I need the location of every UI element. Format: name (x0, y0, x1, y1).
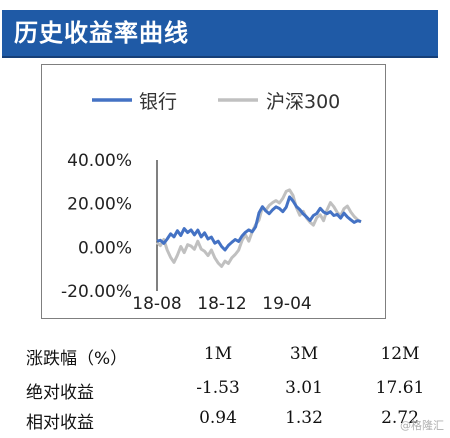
row-label-absolute: 绝对收益 (26, 383, 94, 403)
cell-relative-1m: 0.94 (199, 408, 237, 428)
chart-title: 历史收益率曲线 (14, 18, 189, 47)
row-label-relative: 相对收益 (26, 413, 94, 433)
watermark: @格隆汇 (400, 419, 444, 432)
x-tick-label: 18-08 (132, 294, 181, 314)
header-cell-change: 涨跌幅（%） (26, 349, 128, 369)
y-tick-label: 40.00% (67, 151, 132, 171)
legend-label-hs300: 沪深300 (266, 91, 340, 113)
header-cell-1m: 1M (203, 344, 233, 364)
series-line-hs300 (155, 188, 362, 268)
cell-absolute-1m: -1.53 (196, 378, 240, 398)
title-underline (2, 56, 438, 58)
y-tick-label: 20.00% (67, 195, 132, 215)
chart-frame (41, 64, 386, 319)
y-tick-labels: 40.00% 20.00% 0.00% -20.00% (61, 151, 132, 302)
cell-relative-12m: 2.72 (381, 408, 419, 428)
header-cell-12m: 12M (380, 344, 420, 364)
chart-title-banner: 历史收益率曲线 (2, 10, 438, 56)
table-header-row: 涨跌幅（%） 1M 3M 12M (0, 344, 450, 374)
table-row: 绝对收益 -1.53 3.01 17.61 (0, 378, 450, 408)
cell-absolute-3m: 3.01 (285, 378, 323, 398)
cell-relative-3m: 1.32 (285, 408, 323, 428)
y-tick-label: -20.00% (61, 282, 132, 302)
chart-legend: 银行 沪深300 (92, 91, 340, 113)
x-tick-label: 19-04 (262, 294, 311, 314)
series-layer (155, 188, 362, 268)
y-tick-label: 0.00% (78, 238, 132, 258)
cell-absolute-12m: 17.61 (375, 378, 425, 398)
series-line-bank (156, 195, 362, 252)
table-row: 相对收益 0.94 1.32 2.72 (0, 408, 450, 438)
header-cell-3m: 3M (289, 344, 319, 364)
legend-label-bank: 银行 (139, 91, 177, 113)
x-tick-labels: 18-08 18-12 19-04 (132, 294, 311, 314)
x-tick-label: 18-12 (197, 294, 246, 314)
